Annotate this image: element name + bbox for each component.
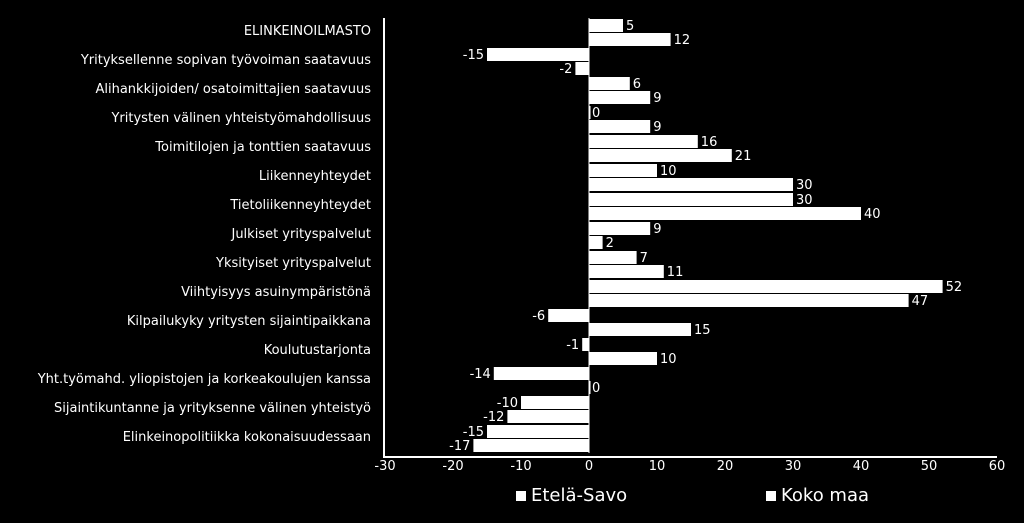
category-label: Sijaintikuntanne ja yrityksenne välinen …: [54, 401, 371, 416]
data-label: 40: [864, 207, 881, 222]
category-label: Toimitilojen ja tonttien saatavuus: [154, 140, 371, 155]
bar-koko-maa: [575, 62, 589, 75]
x-tick-label: -20: [442, 459, 463, 474]
bar-etela-savo: [487, 425, 589, 438]
data-label: 5: [626, 19, 634, 34]
bar-koko-maa: [589, 381, 591, 394]
bar-koko-maa: [507, 410, 589, 423]
data-label: 0: [592, 381, 600, 396]
data-label: -15: [463, 48, 484, 63]
data-label: 10: [660, 352, 677, 367]
plot-area-inner: [385, 18, 997, 456]
data-label: 2: [606, 236, 614, 251]
bar-etela-savo: [582, 338, 589, 351]
bar-koko-maa: [589, 352, 657, 365]
data-label: 21: [735, 149, 752, 164]
bar-etela-savo: [521, 396, 589, 409]
legend: Etelä-Savo Koko maa: [516, 485, 869, 506]
data-label: 7: [640, 251, 648, 266]
bar-koko-maa: [589, 294, 909, 307]
bar-koko-maa: [589, 236, 603, 249]
data-label: 12: [674, 33, 691, 48]
data-label: 6: [633, 77, 641, 92]
bar-etela-savo: [589, 77, 630, 90]
bar-koko-maa: [473, 439, 589, 452]
data-label: 9: [653, 91, 661, 106]
x-tick-label: -30: [374, 459, 395, 474]
x-tick-label: 50: [921, 459, 938, 474]
bar-etela-savo: [589, 106, 591, 119]
category-label: Liikenneyhteydet: [259, 169, 371, 184]
category-label: Julkiset yrityspalvelut: [230, 227, 371, 242]
x-tick-label: 20: [717, 459, 734, 474]
data-label: -17: [449, 439, 470, 454]
data-label: 30: [796, 193, 813, 208]
bar-koko-maa: [589, 178, 793, 191]
data-label: 52: [946, 280, 963, 295]
data-label: 15: [694, 323, 711, 338]
bar-koko-maa: [589, 33, 671, 46]
category-label: Yritysten välinen yhteistyömahdollisuus: [110, 111, 371, 126]
bar-koko-maa: [589, 265, 664, 278]
legend-swatch: [766, 491, 776, 501]
data-label: 11: [667, 265, 684, 280]
data-label: -12: [483, 410, 504, 425]
category-label: Tietoliikenneyhteydet: [229, 198, 371, 213]
category-label: Yht.työmahd. yliopistojen ja korkeakoulu…: [37, 372, 371, 387]
data-label: 9: [653, 222, 661, 237]
bar-etela-savo: [589, 222, 651, 235]
x-tick-label: 60: [989, 459, 1006, 474]
category-label: ELINKEINOILMASTO: [244, 24, 371, 39]
bar-koko-maa: [589, 120, 651, 133]
data-label: 30: [796, 178, 813, 193]
bar-koko-maa: [589, 149, 732, 162]
x-tick-label: -10: [510, 459, 531, 474]
data-label: 0: [592, 106, 600, 121]
category-label: Elinkeinopolitiikka kokonaisuudessaan: [123, 430, 371, 445]
data-label: 16: [701, 135, 718, 150]
data-label: -15: [463, 425, 484, 440]
x-tick-label: 0: [585, 459, 593, 474]
bar-etela-savo: [589, 19, 623, 32]
data-label: -2: [559, 62, 572, 77]
bar-etela-savo: [589, 135, 698, 148]
legend-swatch: [516, 491, 526, 501]
x-tick-label: 10: [649, 459, 666, 474]
bar-etela-savo: [589, 251, 637, 264]
legend-label: Koko maa: [781, 485, 869, 506]
data-label: 10: [660, 164, 677, 179]
category-label: Yksityiset yrityspalvelut: [215, 256, 371, 271]
bar-koko-maa: [589, 91, 651, 104]
bar-etela-savo: [589, 164, 657, 177]
bar-etela-savo: [493, 367, 589, 380]
bar-koko-maa: [589, 323, 691, 336]
data-label: -14: [470, 367, 491, 382]
category-label: Alihankkijoiden/ osatoimittajien saatavu…: [95, 82, 371, 97]
bar-etela-savo: [548, 309, 589, 322]
bar-etela-savo: [589, 193, 793, 206]
x-tick-label: 30: [785, 459, 802, 474]
data-label: 9: [653, 120, 661, 135]
data-label: -1: [566, 338, 579, 353]
category-label: Kilpailukyky yritysten sijaintipaikkana: [127, 314, 371, 329]
category-label: Viihtyisyys asuinympäristönä: [181, 285, 371, 300]
bar-etela-savo: [487, 48, 589, 61]
data-label: -6: [532, 309, 545, 324]
legend-label: Etelä-Savo: [531, 485, 627, 506]
category-label: Yrityksellenne sopivan työvoiman saatavu…: [80, 53, 371, 68]
bar-koko-maa: [589, 207, 861, 220]
category-label: Koulutustarjonta: [264, 343, 371, 358]
data-label: -10: [497, 396, 518, 411]
bar-etela-savo: [589, 280, 943, 293]
x-tick-label: 40: [853, 459, 870, 474]
data-label: 47: [912, 294, 929, 309]
